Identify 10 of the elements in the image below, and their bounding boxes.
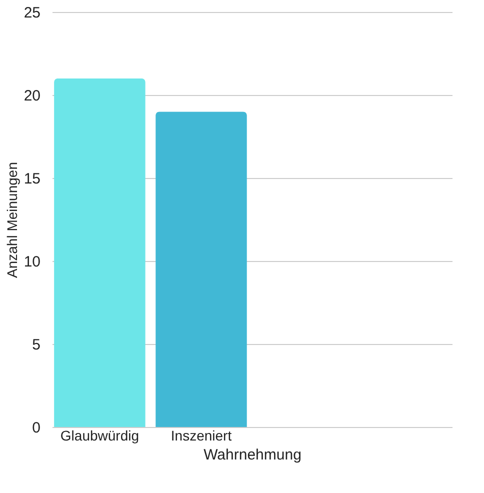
y-tick-label: 15 — [24, 170, 40, 188]
y-tick-label: 20 — [24, 88, 40, 104]
y-tick-label: 10 — [24, 254, 40, 270]
x-tick-label: Inszeniert — [170, 428, 232, 444]
y-axis-title: Anzahl Meinungen — [4, 162, 20, 278]
y-tick-label: 5 — [32, 336, 40, 354]
x-tick-label: Glaubwürdig — [60, 428, 140, 444]
y-tick-label: 25 — [24, 4, 40, 22]
x-axis-title: Wahrnehmung — [204, 446, 302, 464]
y-tick-label: 0 — [32, 420, 40, 436]
